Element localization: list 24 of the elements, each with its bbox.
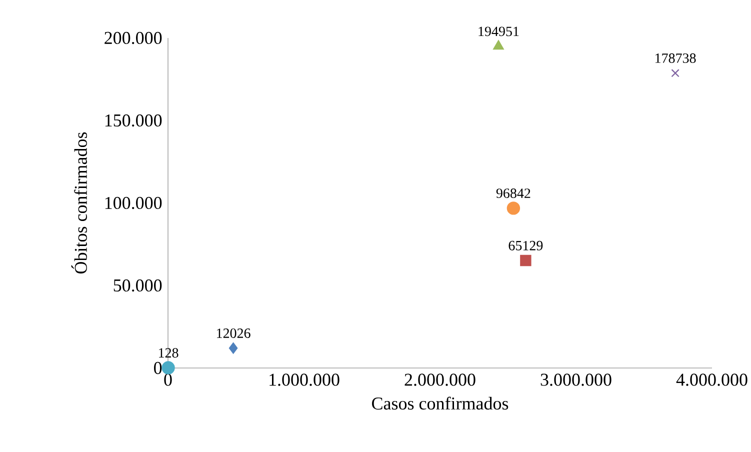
x-tick-label: 2.000.000	[404, 374, 476, 386]
y-tick-label: 100.000	[105, 196, 162, 210]
point	[162, 361, 175, 374]
point	[506, 202, 520, 215]
y-tick-label: 200.000	[104, 32, 162, 44]
y-tick-label: 150.000	[105, 114, 162, 127]
data-label: 128	[158, 348, 178, 358]
y-tick-label: 50.000	[114, 279, 162, 292]
point	[520, 254, 532, 266]
point	[228, 342, 238, 354]
x-axis-title: Casos confirmados	[372, 396, 508, 410]
y-axis-title: Óbitos confirmados	[71, 132, 87, 274]
x-tick-label: 4.000.000	[676, 374, 748, 386]
point	[493, 40, 504, 50]
y-tick-label: 0	[154, 362, 162, 374]
point	[671, 68, 680, 78]
x-tick-label: 1.000.000	[270, 374, 340, 386]
data-label: 194951	[478, 26, 519, 36]
data-label: 96842	[496, 188, 530, 198]
x-tick-label: 0	[164, 374, 172, 386]
data-label: 12026	[217, 328, 250, 338]
data-label: 178738	[656, 53, 696, 63]
data-label: 65129	[508, 240, 543, 250]
x-tick-label: 3.000.000	[540, 374, 612, 386]
